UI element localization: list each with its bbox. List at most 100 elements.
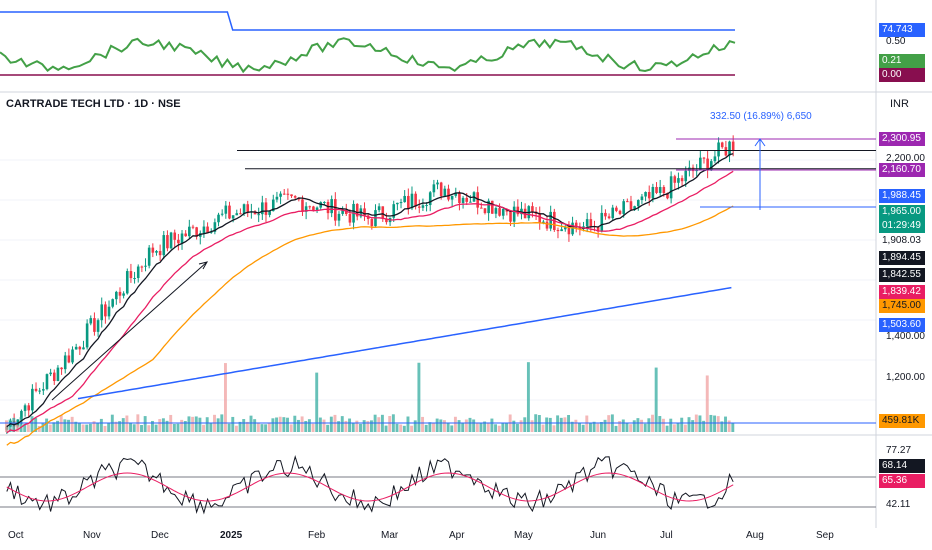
candle [125, 268, 129, 295]
volume-bar [70, 416, 74, 432]
volume-bar [289, 424, 293, 432]
volume-bar [486, 422, 490, 432]
candle [180, 230, 184, 250]
candle [706, 151, 709, 179]
candle [115, 290, 118, 305]
candle [370, 218, 374, 230]
candle [118, 287, 122, 304]
candle [158, 244, 162, 261]
candle [100, 297, 104, 328]
indicator-tag: 0.00 [879, 68, 925, 82]
price-tag: 1,965.00 [879, 205, 925, 219]
candle [607, 213, 611, 220]
candle [709, 159, 713, 172]
ema-200-line [77, 286, 732, 400]
volume-bar [680, 417, 684, 432]
volume-bar [234, 425, 238, 432]
volume-bar [370, 420, 373, 432]
volume-bar [669, 418, 673, 432]
volume-bar [253, 419, 257, 432]
time-axis-label: Nov [83, 530, 101, 541]
volume-bar [300, 416, 304, 432]
candle [151, 243, 155, 258]
volume-bar [103, 425, 107, 432]
time-axis-label: Oct [8, 530, 24, 541]
candle [691, 164, 695, 178]
volume-bar [632, 420, 636, 432]
candle [618, 209, 622, 216]
candle [490, 200, 494, 214]
volume-bar [85, 424, 89, 432]
candle [93, 312, 96, 336]
volume-bar [417, 362, 421, 432]
volume-bar [406, 416, 410, 432]
time-axis-label: May [514, 530, 533, 541]
volume-bar [315, 372, 319, 432]
candle [629, 195, 633, 212]
volume-bar [227, 423, 231, 432]
candle [268, 210, 271, 218]
candle [195, 226, 198, 240]
candle [392, 200, 396, 222]
candle [428, 190, 432, 212]
candle [410, 186, 414, 211]
candle [388, 217, 392, 226]
volume-bar [592, 421, 596, 432]
volume-bar [643, 423, 647, 432]
volume-bar [96, 422, 100, 432]
volume-bar [618, 420, 622, 432]
candle [640, 193, 644, 205]
volume-bar [464, 419, 468, 432]
candle [487, 198, 490, 221]
candle [264, 197, 268, 222]
volume-bar [37, 425, 41, 432]
volume-bar [424, 424, 428, 432]
volume-bar [322, 419, 326, 432]
candle [447, 184, 450, 202]
volume-bar [282, 417, 286, 432]
volume-bar [483, 421, 487, 432]
candle [596, 226, 600, 238]
volume-bar [92, 421, 96, 432]
volume-bar [574, 419, 578, 432]
candle [600, 205, 604, 233]
volume-bar [183, 421, 187, 432]
candle [377, 203, 381, 213]
candle [728, 140, 731, 163]
volume-bar [662, 418, 665, 432]
volume-bar [665, 425, 669, 432]
candle [344, 203, 348, 216]
candle [104, 301, 107, 324]
candle [538, 206, 542, 230]
volume-bar [238, 421, 242, 432]
volume-bar [523, 417, 527, 432]
candle [523, 203, 527, 219]
candle [60, 367, 63, 375]
volume-bar [114, 421, 118, 432]
candle [184, 230, 187, 237]
candles [5, 135, 735, 434]
candle [498, 203, 501, 217]
volume-bar [19, 417, 23, 432]
candle [31, 384, 34, 414]
currency-label[interactable]: INR [890, 98, 909, 110]
axis-tick: 77.27 [886, 445, 912, 456]
axis-tick: 1,400.00 [886, 331, 925, 342]
candle [534, 207, 538, 220]
candle [27, 402, 31, 418]
volume-bar [432, 422, 435, 432]
volume-bar [242, 419, 246, 432]
candle [480, 202, 483, 209]
volume-bar [614, 425, 618, 432]
volume-bar [278, 416, 282, 432]
volume-bar [640, 419, 644, 432]
volume-bar [286, 417, 289, 432]
volume-bar [388, 416, 392, 432]
volume-bar [526, 362, 530, 432]
candle [673, 174, 677, 189]
candle [42, 382, 45, 395]
volume-bar [209, 422, 213, 432]
time-axis-label: Feb [308, 530, 326, 541]
volume-bar [172, 423, 176, 432]
